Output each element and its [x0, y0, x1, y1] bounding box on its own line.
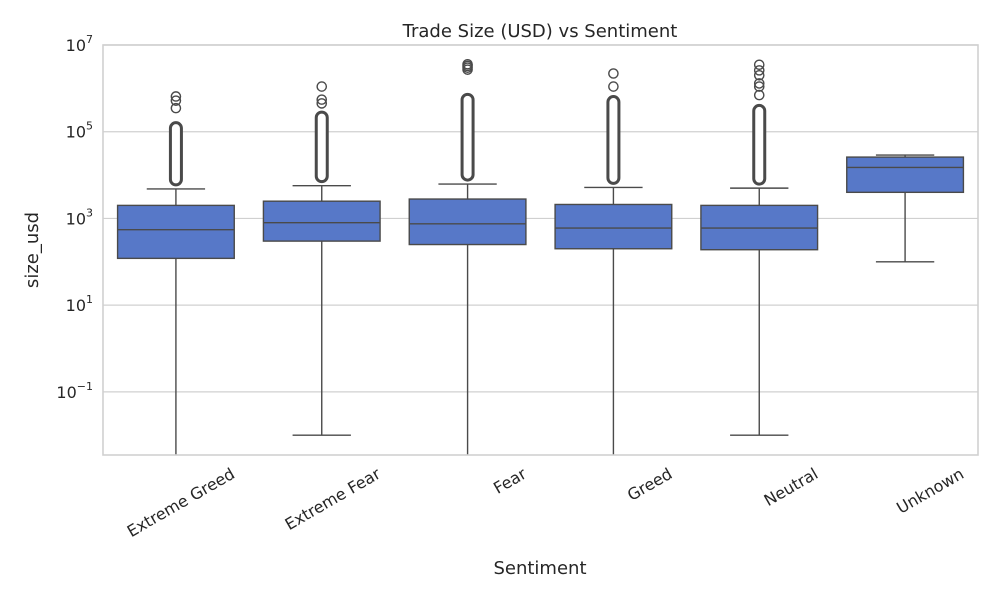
outlier-point: [753, 70, 765, 81]
y-tick-exponent: 1: [86, 293, 93, 306]
outlier-point: [608, 68, 619, 79]
y-tick-base: 10: [66, 123, 86, 142]
outlier-point: [316, 94, 328, 105]
y-tick-label: 10−1: [56, 380, 93, 402]
y-tick-base: 10: [66, 296, 86, 315]
iqr-box: [408, 198, 527, 246]
box-group-extreme-fear: [262, 81, 381, 436]
y-tick-exponent: 5: [86, 120, 93, 133]
y-tick-base: 10: [56, 383, 76, 402]
chart-title: Trade Size (USD) vs Sentiment: [402, 21, 678, 42]
box-series: [116, 58, 965, 455]
box-group-neutral: [700, 59, 819, 436]
x-axis-label: Sentiment: [493, 558, 586, 579]
outlier-point: [753, 59, 765, 71]
box-group-unknown: [846, 154, 965, 263]
y-tick-label: 105: [66, 120, 93, 142]
outlier-band: [752, 103, 767, 186]
y-tick-exponent: 3: [86, 206, 93, 219]
outlier-point: [753, 81, 765, 92]
outlier-band: [606, 95, 621, 185]
outlier-point: [316, 81, 328, 92]
outlier-point: [170, 102, 182, 114]
iqr-box: [116, 204, 235, 260]
outlier-band: [168, 121, 183, 187]
y-axis-label: size_usd: [22, 212, 43, 288]
outlier-band: [460, 92, 475, 182]
y-tick-exponent: −1: [77, 380, 93, 393]
box-group-extreme-greed: [116, 91, 235, 455]
plot-area-frame: [102, 44, 979, 456]
iqr-box: [554, 203, 673, 250]
y-tick-label: 107: [66, 33, 93, 55]
iqr-box: [846, 156, 965, 194]
y-tick-base: 10: [66, 209, 86, 228]
y-tick-label: 101: [66, 293, 93, 315]
y-tick-exponent: 7: [86, 33, 93, 46]
box-group-greed: [554, 68, 673, 455]
outlier-point: [316, 98, 328, 109]
outlier-point: [170, 95, 182, 106]
outlier-band: [314, 110, 329, 184]
outlier-point: [462, 58, 473, 70]
iqr-box: [262, 200, 381, 242]
outlier-point: [170, 91, 182, 102]
outlier-point: [753, 65, 765, 76]
outlier-point: [608, 81, 619, 92]
y-tick-label: 103: [66, 206, 93, 228]
grid-lines: [103, 44, 978, 393]
y-tick-base: 10: [66, 36, 86, 55]
outlier-point: [753, 78, 765, 89]
box-group-fear: [408, 58, 527, 455]
